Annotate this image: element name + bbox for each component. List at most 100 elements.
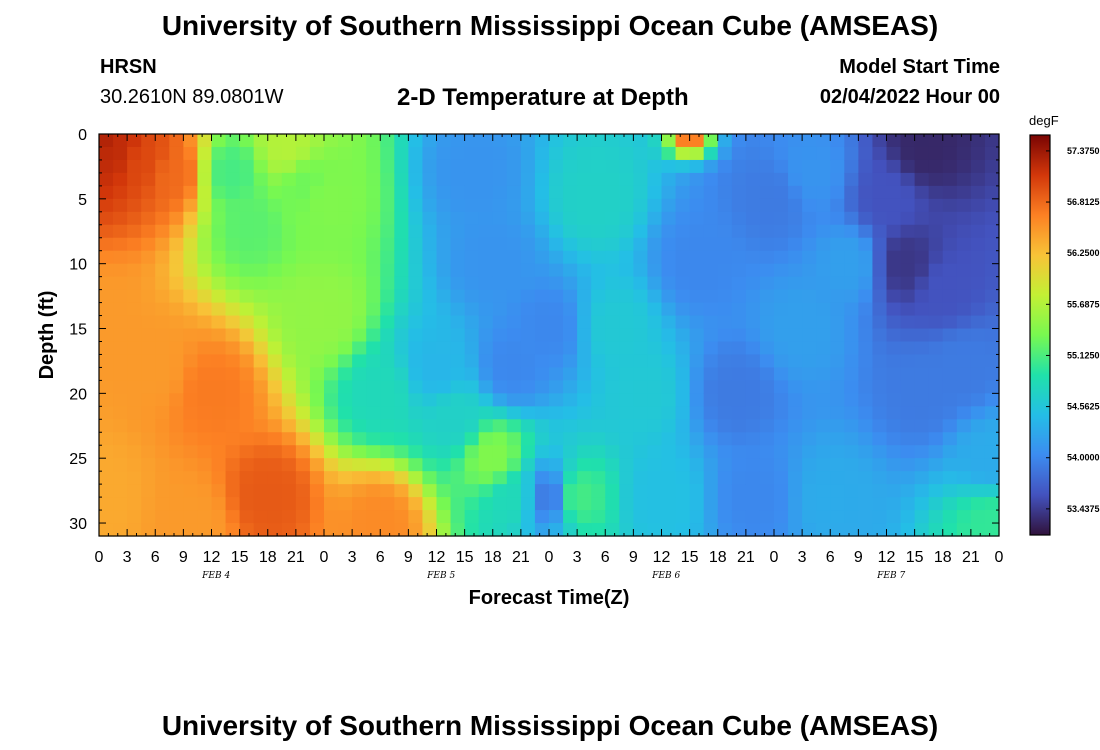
heatmap-cell <box>970 458 986 472</box>
heatmap-cell <box>99 302 114 317</box>
heatmap-cell <box>914 484 930 498</box>
heatmap-cell <box>591 458 606 472</box>
heatmap-cell <box>844 289 859 304</box>
heatmap-cell <box>689 510 705 524</box>
heatmap-cell <box>633 185 649 200</box>
heatmap-cell <box>633 159 649 174</box>
heatmap-cell <box>464 367 480 381</box>
heatmap-cell <box>506 134 522 148</box>
heatmap-cell <box>366 445 381 459</box>
heatmap-cell <box>338 406 353 420</box>
heatmap-cell <box>844 380 859 394</box>
heatmap-cell <box>239 134 255 148</box>
heatmap-cell <box>352 484 367 498</box>
heatmap-cell <box>802 185 817 200</box>
heatmap-cell <box>169 471 184 485</box>
heatmap-cell <box>872 341 888 356</box>
heatmap-cell <box>928 185 944 200</box>
heatmap-cell <box>253 289 269 304</box>
heatmap-cell <box>605 198 620 213</box>
heatmap-cell <box>478 510 494 524</box>
heatmap-cell <box>774 211 789 226</box>
heatmap-cell <box>113 302 128 317</box>
heatmap-cell <box>155 432 170 446</box>
heatmap-cell <box>563 393 578 407</box>
heatmap-cell <box>534 471 550 485</box>
heatmap-cell <box>984 510 1000 524</box>
x-tick-label: 6 <box>151 549 160 566</box>
heatmap-cell <box>844 250 859 265</box>
heatmap-cell <box>534 445 550 459</box>
heatmap-cell <box>253 211 269 226</box>
heatmap-cell <box>647 172 663 187</box>
heatmap-cell <box>577 406 592 420</box>
heatmap-cell <box>520 302 536 317</box>
heatmap-cell <box>422 341 438 356</box>
heatmap-cell <box>563 510 578 524</box>
heatmap-cell <box>816 406 831 420</box>
heatmap-cell <box>436 250 452 265</box>
heatmap-cell <box>211 393 227 407</box>
heatmap-cell <box>211 471 227 485</box>
heatmap-cell <box>155 419 170 433</box>
heatmap-cell <box>141 224 156 239</box>
heatmap-cell <box>534 328 550 343</box>
heatmap-cell <box>295 458 311 472</box>
heatmap-cell <box>492 367 508 381</box>
heatmap-cell <box>436 211 452 226</box>
heatmap-cell <box>900 523 916 537</box>
heatmap-cell <box>830 510 845 524</box>
heatmap-cell <box>464 289 480 304</box>
heatmap-cell <box>127 198 142 213</box>
heatmap-cell <box>267 497 283 511</box>
heatmap-cell <box>886 497 902 511</box>
heatmap-cell <box>211 341 227 356</box>
heatmap-cell <box>802 276 817 291</box>
heatmap-cell <box>816 302 831 317</box>
heatmap-cell <box>478 393 494 407</box>
heatmap-cell <box>324 237 339 252</box>
heatmap-cell <box>675 315 691 330</box>
heatmap-cell <box>745 185 761 200</box>
heatmap-cell <box>253 315 269 330</box>
heatmap-cell <box>647 523 663 537</box>
heatmap-cell <box>225 419 241 433</box>
heatmap-cell <box>689 445 705 459</box>
heatmap-cell <box>366 289 381 304</box>
heatmap-cell <box>942 367 958 381</box>
heatmap-cell <box>830 328 845 343</box>
heatmap-cell <box>309 354 325 369</box>
heatmap-cell <box>970 354 986 369</box>
heatmap-cell <box>802 393 817 407</box>
heatmap-cell <box>127 432 142 446</box>
colorbar-unit: degF <box>1029 113 1059 128</box>
heatmap-cell <box>534 367 550 381</box>
heatmap-cell <box>788 432 803 446</box>
heatmap-cell <box>169 302 184 317</box>
heatmap-cell <box>380 419 395 433</box>
heatmap-cell <box>338 276 353 291</box>
heatmap-cell <box>295 471 311 485</box>
heatmap-cell <box>366 250 381 265</box>
heatmap-cell <box>647 367 663 381</box>
heatmap-cell <box>253 393 269 407</box>
heatmap-cell <box>520 354 536 369</box>
heatmap-cell <box>802 380 817 394</box>
heatmap-cell <box>155 172 170 187</box>
heatmap-cell <box>506 393 522 407</box>
heatmap-cell <box>450 380 466 394</box>
heatmap-cell <box>267 211 283 226</box>
heatmap-cell <box>253 354 269 369</box>
heatmap-cell <box>422 380 438 394</box>
heatmap-cell <box>577 134 592 148</box>
heatmap-cell <box>886 185 902 200</box>
heatmap-cell <box>605 159 620 174</box>
heatmap-cell <box>197 497 213 511</box>
heatmap-cell <box>689 134 705 148</box>
heatmap-cell <box>900 471 916 485</box>
heatmap-cell <box>492 211 508 226</box>
heatmap-cell <box>99 224 114 239</box>
heatmap-cell <box>563 159 578 174</box>
heatmap-cell <box>928 172 944 187</box>
heatmap-cell <box>450 471 466 485</box>
